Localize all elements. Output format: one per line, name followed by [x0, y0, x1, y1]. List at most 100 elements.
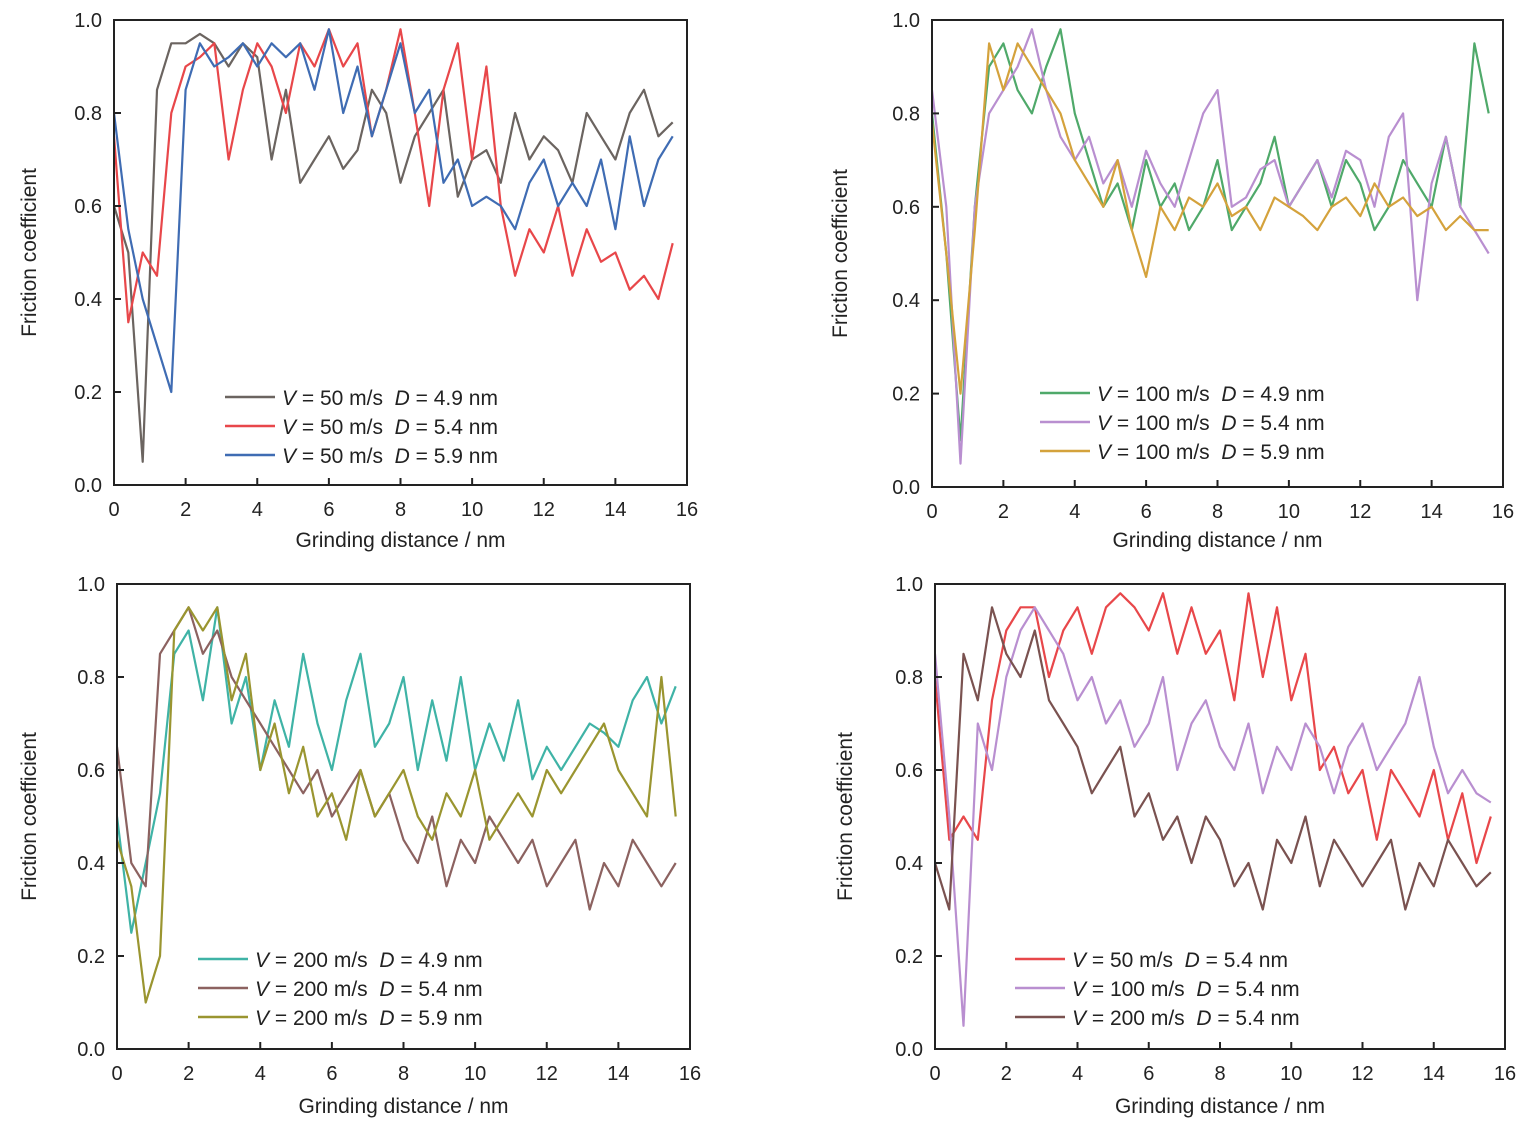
- legend-text: = 5.4 nm: [1237, 412, 1325, 435]
- legend-text: = 50 m/s: [296, 416, 395, 439]
- x-tick-label: 2: [180, 499, 191, 521]
- series-line-1: [932, 28, 1490, 442]
- x-tick-label: 10: [464, 1063, 486, 1085]
- y-tick-label: 1.0: [892, 10, 920, 32]
- y-tick-label: 0.6: [892, 197, 920, 219]
- legend-variable: D: [379, 1007, 394, 1030]
- x-tick-label: 12: [533, 499, 555, 521]
- y-tick-label: 0.4: [77, 853, 105, 875]
- x-tick-label: 14: [1423, 1063, 1445, 1085]
- x-tick-label: 6: [1141, 501, 1152, 523]
- legend-entry: V = 200 m/s D = 5.4 nm: [1072, 1007, 1300, 1030]
- x-tick-label: 16: [676, 499, 698, 521]
- y-tick-label: 0.0: [77, 1039, 105, 1061]
- x-tick-label: 8: [395, 499, 406, 521]
- x-tick-label: 16: [1492, 501, 1514, 523]
- legend-text: = 5.4 nm: [1212, 978, 1300, 1001]
- legend-variable: D: [379, 978, 394, 1001]
- legend: V = 200 m/s D = 4.9 nmV = 200 m/s D = 5.…: [198, 949, 483, 1030]
- legend-text: = 50 m/s: [296, 445, 395, 468]
- x-tick-label: 12: [1349, 501, 1371, 523]
- legend-text: = 5.9 nm: [395, 1007, 483, 1030]
- x-tick-label: 16: [1494, 1063, 1516, 1085]
- y-axis-label: Friction coefficient: [18, 168, 41, 337]
- legend-variable: V: [1097, 383, 1113, 406]
- y-axis-label: Friction coefficient: [834, 732, 857, 901]
- legend-text: = 200 m/s: [1086, 1007, 1196, 1030]
- legend-entry: V = 100 m/s D = 5.4 nm: [1072, 978, 1300, 1001]
- y-tick-label: 0.6: [895, 760, 923, 782]
- series-line-3: [117, 606, 677, 1004]
- x-axis-label: Grinding distance / nm: [295, 529, 505, 552]
- x-tick-label: 12: [536, 1063, 558, 1085]
- legend-variable: V: [255, 978, 271, 1001]
- y-tick-label: 0.4: [895, 853, 923, 875]
- legend-variable: D: [1221, 383, 1236, 406]
- legend-variable: V: [282, 416, 298, 439]
- y-tick-label: 0.2: [77, 946, 105, 968]
- x-axis-label: Grinding distance / nm: [298, 1095, 508, 1118]
- legend: V = 100 m/s D = 4.9 nmV = 100 m/s D = 5.…: [1040, 383, 1325, 464]
- legend-text: = 4.9 nm: [395, 949, 483, 972]
- x-tick-label: 14: [607, 1063, 629, 1085]
- legend-variable: V: [1072, 978, 1088, 1001]
- x-tick-label: 4: [1072, 1063, 1083, 1085]
- x-tick-label: 6: [1143, 1063, 1154, 1085]
- series-line-2: [932, 28, 1490, 465]
- y-tick-label: 0.2: [74, 382, 102, 404]
- legend-text: = 4.9 nm: [1237, 383, 1325, 406]
- x-tick-label: 14: [1421, 501, 1443, 523]
- y-tick-label: 0.8: [77, 667, 105, 689]
- y-axis-label: Friction coefficient: [18, 732, 41, 901]
- legend-text: = 5.4 nm: [1200, 949, 1288, 972]
- x-tick-label: 12: [1351, 1063, 1373, 1085]
- legend-entry: V = 200 m/s D = 5.4 nm: [255, 978, 483, 1001]
- x-tick-label: 6: [326, 1063, 337, 1085]
- legend-text: = 100 m/s: [1111, 383, 1221, 406]
- x-tick-label: 6: [323, 499, 334, 521]
- legend-text: = 5.4 nm: [410, 416, 498, 439]
- legend: V = 50 m/s D = 4.9 nmV = 50 m/s D = 5.4 …: [225, 387, 498, 468]
- legend-variable: D: [395, 416, 410, 439]
- chart-panel-3: 0.0 0.2 0.4 0.6 0.8 1.0 0 2 4 6 8 10 12 14 16 Grinding …: [18, 574, 701, 1118]
- legend-variable: V: [282, 387, 298, 410]
- legend-text: = 50 m/s: [1086, 949, 1185, 972]
- legend-variable: V: [1097, 441, 1113, 464]
- y-tick-label: 1.0: [74, 10, 102, 32]
- y-tick-label: 0.6: [74, 196, 102, 218]
- legend-variable: V: [255, 1007, 271, 1030]
- legend-text: = 4.9 nm: [410, 387, 498, 410]
- legend-variable: D: [1185, 949, 1200, 972]
- series-line-2: [114, 28, 674, 324]
- y-tick-label: 0.0: [895, 1039, 923, 1061]
- y-tick-label: 0.8: [895, 667, 923, 689]
- x-tick-label: 14: [604, 499, 626, 521]
- series-line-2: [935, 606, 1492, 1027]
- legend-entry: V = 100 m/s D = 5.4 nm: [1097, 412, 1325, 435]
- legend-entry: V = 50 m/s D = 5.9 nm: [282, 445, 498, 468]
- x-tick-label: 2: [183, 1063, 194, 1085]
- chart-panel-1: 0.0 0.2 0.4 0.6 0.8 1.0 0 2 4 6 8 10 12 14 16 Grinding …: [18, 10, 698, 552]
- legend-entry: V = 100 m/s D = 4.9 nm: [1097, 383, 1325, 406]
- y-tick-label: 1.0: [77, 574, 105, 596]
- y-tick-label: 0.0: [892, 477, 920, 499]
- x-tick-label: 8: [398, 1063, 409, 1085]
- legend-variable: D: [1221, 441, 1236, 464]
- legend-variable: V: [1097, 412, 1113, 435]
- y-axis-label: Friction coefficient: [829, 169, 852, 338]
- x-tick-label: 2: [998, 501, 1009, 523]
- y-tick-label: 0.2: [895, 946, 923, 968]
- series-line-1: [935, 592, 1492, 865]
- legend-text: = 5.4 nm: [395, 978, 483, 1001]
- x-tick-label: 10: [1278, 501, 1300, 523]
- x-tick-label: 4: [255, 1063, 266, 1085]
- legend-variable: D: [1196, 978, 1211, 1001]
- y-tick-label: 0.4: [892, 290, 920, 312]
- y-tick-label: 0.0: [74, 475, 102, 497]
- series-line-3: [114, 28, 674, 394]
- y-tick-label: 0.8: [74, 103, 102, 125]
- x-tick-label: 4: [252, 499, 263, 521]
- legend-text: = 5.4 nm: [1212, 1007, 1300, 1030]
- legend-text: = 100 m/s: [1111, 412, 1221, 435]
